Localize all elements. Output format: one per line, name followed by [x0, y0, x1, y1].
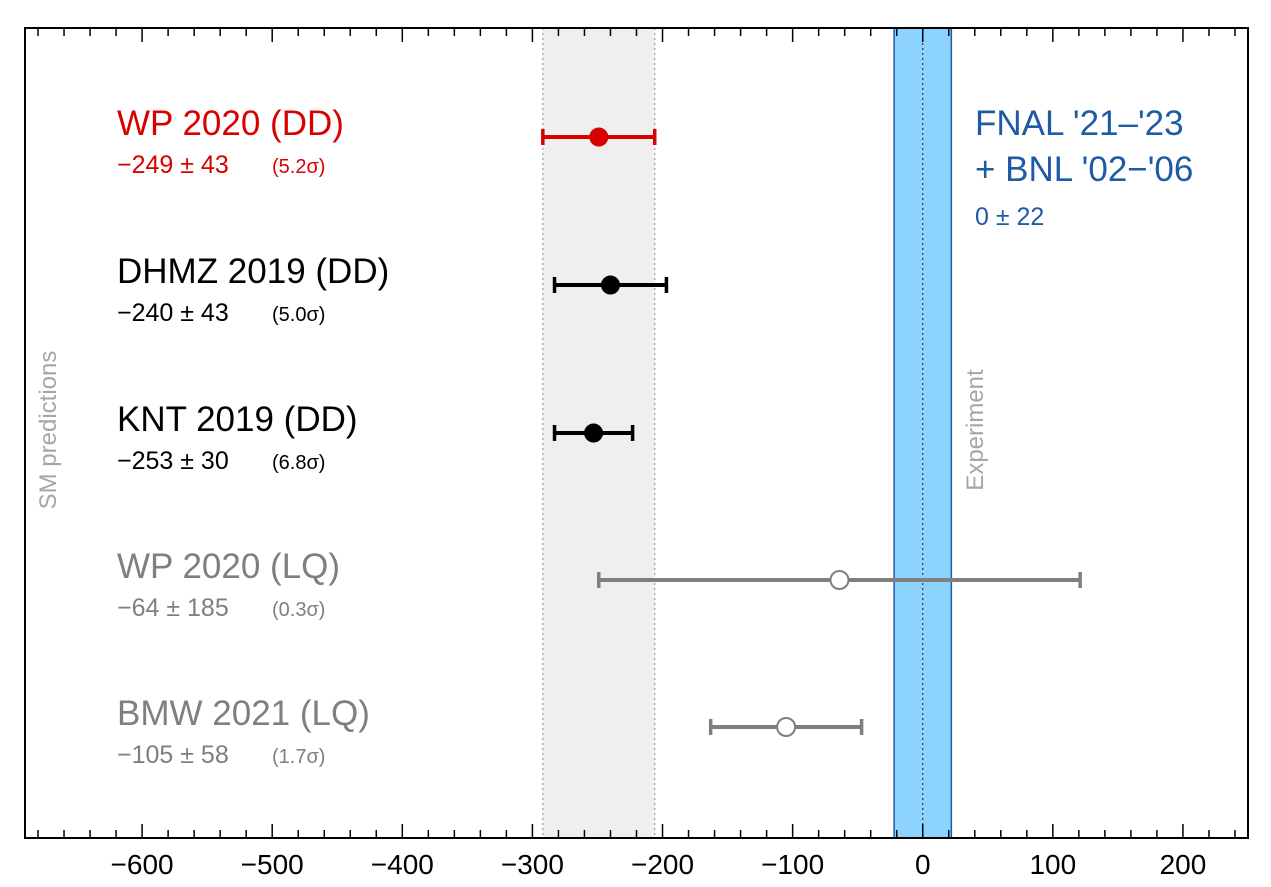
series-name: KNT 2019 (DD) [117, 400, 358, 439]
experiment-label-line1: FNAL '21–'23 [975, 104, 1184, 143]
series-name: WP 2020 (DD) [117, 104, 344, 143]
marker-open [776, 717, 797, 737]
experiment-band-label: Experiment [962, 369, 989, 491]
data-point-5 [708, 717, 864, 737]
series-value: −249 ± 43 [117, 151, 229, 179]
marker-filled [584, 423, 604, 443]
series-value: −64 ± 185 [117, 594, 229, 622]
series-value: −253 ± 30 [117, 447, 229, 475]
data-point-4 [597, 570, 1082, 590]
x-tick-label: −200 [631, 849, 694, 880]
series-value: −105 ± 58 [117, 741, 229, 769]
series-sigma: (6.8σ) [272, 452, 325, 474]
data-point-1 [541, 127, 657, 147]
experiment-value: 0 ± 22 [975, 203, 1044, 231]
marker-open [829, 570, 850, 590]
x-tick-label: −500 [241, 849, 304, 880]
x-tick-label: 200 [1160, 849, 1207, 880]
series-sigma: (0.3σ) [272, 599, 325, 621]
x-tick-label: 0 [915, 849, 931, 880]
experiment-label-line2: + BNL '02−'06 [975, 150, 1193, 189]
series-name: DHMZ 2019 (DD) [117, 252, 389, 291]
x-tick-label: 100 [1029, 849, 1076, 880]
data-point-2 [552, 275, 669, 295]
series-sigma: (5.0σ) [272, 304, 325, 326]
series-name: BMW 2021 (LQ) [117, 694, 370, 733]
series-sigma: (5.2σ) [272, 156, 325, 178]
x-tick-label: −600 [111, 849, 174, 880]
x-tick-label: −100 [761, 849, 824, 880]
series-value: −240 ± 43 [117, 299, 229, 327]
marker-filled [589, 127, 609, 147]
series-sigma: (1.7σ) [272, 746, 325, 768]
series-name: WP 2020 (LQ) [117, 547, 340, 586]
sm-predictions-label: SM predictions [35, 351, 62, 510]
x-tick-label: −300 [501, 849, 564, 880]
x-tick-label: −400 [371, 849, 434, 880]
marker-filled [600, 275, 620, 295]
data-point-3 [552, 423, 635, 443]
